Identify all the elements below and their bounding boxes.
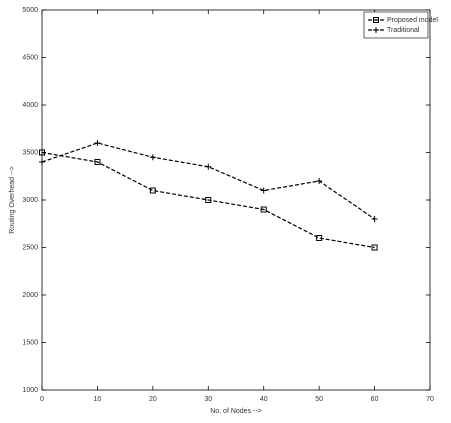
y-axis-label: Routing Overhead -->	[9, 166, 16, 234]
y-tick-label: 5000	[22, 7, 38, 14]
y-tick-label: 2000	[22, 292, 38, 299]
y-tick-label: 1500	[22, 339, 38, 346]
marker	[149, 154, 156, 161]
y-tick-label: 4500	[22, 54, 38, 61]
series-line	[41, 142, 375, 220]
x-tick-label: 30	[204, 396, 212, 403]
marker	[205, 197, 212, 203]
y-tick-label: 4000	[22, 102, 38, 109]
marker	[316, 178, 323, 184]
marker	[149, 187, 156, 194]
y-tick-label: 3500	[22, 149, 38, 156]
x-tick-label: 20	[149, 396, 157, 403]
marker	[371, 216, 378, 222]
x-tick-label: 70	[426, 396, 434, 403]
marker	[205, 163, 212, 170]
marker	[94, 159, 101, 165]
marker	[371, 244, 378, 251]
plot-frame	[41, 9, 431, 391]
marker	[316, 235, 323, 241]
legend-box	[363, 11, 429, 39]
marker	[94, 140, 101, 146]
series-line	[41, 151, 375, 249]
x-axis-label: No. of Nodes -->	[210, 408, 262, 415]
legend-label: Traditional	[387, 27, 420, 34]
x-tick-label: 40	[260, 396, 268, 403]
y-tick-label: 1000	[22, 387, 38, 394]
x-tick-label: 50	[315, 396, 323, 403]
x-tick-label: 10	[94, 396, 102, 403]
x-tick-label: 60	[371, 396, 379, 403]
marker	[260, 187, 267, 194]
legend-marker	[373, 27, 379, 33]
marker	[39, 149, 45, 156]
y-tick-label: 3000	[22, 197, 38, 204]
marker	[260, 206, 267, 213]
legend-marker	[373, 17, 379, 23]
y-tick-label: 2500	[22, 244, 38, 251]
x-tick-label: 0	[40, 396, 44, 403]
legend-label: Proposed model	[387, 17, 438, 24]
marker	[39, 159, 45, 165]
